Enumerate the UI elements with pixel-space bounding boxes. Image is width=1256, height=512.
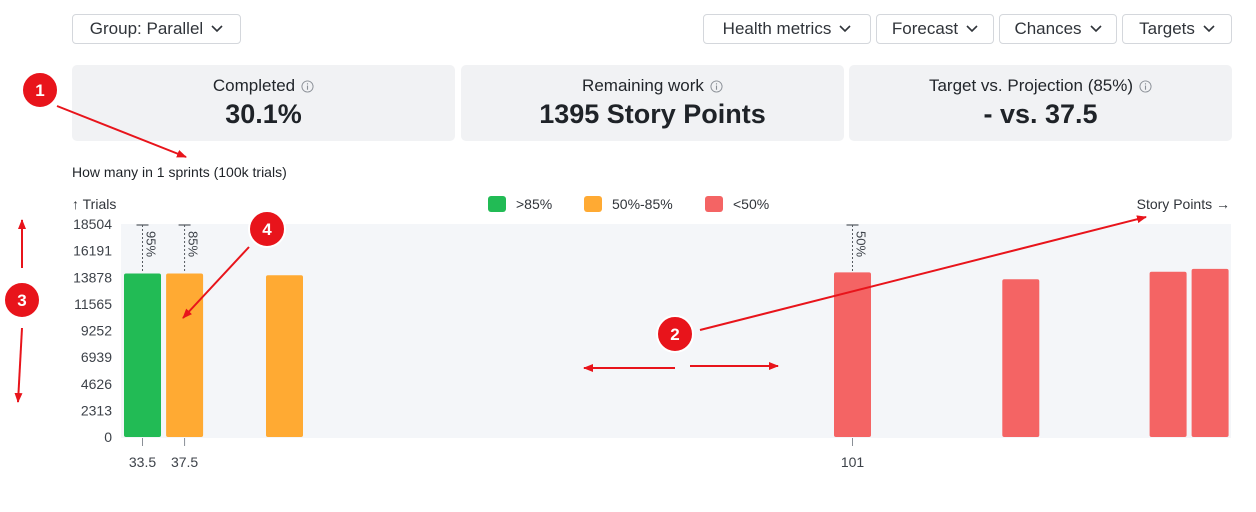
percentile-marker-label: 85% (186, 231, 201, 257)
y-tick-label: 11565 (74, 296, 112, 312)
forecast-dropdown[interactable]: Forecast (876, 14, 994, 44)
annotation-arrow (56, 105, 187, 158)
group-dropdown[interactable]: Group: Parallel (72, 14, 241, 44)
completed-card: Completed 30.1% (72, 65, 455, 141)
info-icon[interactable] (710, 79, 723, 93)
group-dropdown-label: Group: Parallel (89, 19, 204, 38)
forecast-label: Forecast (891, 19, 959, 38)
legend-high: >85% (488, 196, 552, 212)
chevron-down-icon (839, 25, 851, 33)
remaining-work-label: Remaining work (582, 76, 704, 95)
legend-swatch-low (705, 196, 723, 212)
y-tick-label: 9252 (81, 323, 112, 339)
legend-swatch-high (488, 196, 506, 212)
x-tick-label: 101 (841, 454, 865, 470)
annotation-badge (21, 71, 59, 109)
target-projection-value: - vs. 37.5 (983, 99, 1098, 129)
completed-label: Completed (212, 76, 296, 95)
annotation-badge-number: 1 (35, 81, 44, 100)
histogram-bar[interactable] (834, 272, 871, 437)
chevron-down-icon (1203, 25, 1215, 33)
chevron-down-icon (211, 25, 223, 33)
chevron-down-icon (1089, 25, 1102, 33)
targets-label: Targets (1139, 19, 1195, 38)
chances-label: Chances (1014, 19, 1082, 38)
health-metrics-label: Health metrics (722, 19, 832, 38)
legend-label-high: >85% (516, 196, 553, 212)
y-tick-label: 6939 (81, 349, 112, 365)
completed-value: 30.1% (225, 99, 302, 129)
annotation-badge-number: 3 (17, 291, 26, 310)
annotation-badge (3, 281, 41, 319)
annotation-arrow (182, 246, 250, 319)
percentile-marker-label: 95% (144, 231, 159, 257)
histogram-bar[interactable] (266, 275, 303, 437)
annotation-badge-number: 2 (670, 325, 679, 344)
x-axis-title: Story Points → (1136, 196, 1230, 212)
histogram-bar[interactable] (166, 273, 204, 438)
histogram-bar[interactable] (124, 273, 161, 438)
y-tick-label: 18504 (73, 216, 112, 232)
percentile-marker-label: 50% (854, 231, 869, 257)
remaining-work-card: Remaining work 1395 Story Points (461, 65, 844, 141)
legend-label-low: <50% (733, 196, 770, 212)
chances-dropdown[interactable]: Chances (999, 14, 1117, 44)
y-tick-label: 2313 (81, 402, 112, 418)
targets-dropdown[interactable]: Targets (1122, 14, 1232, 44)
chart-title: How many in 1 sprints (100k trials) (72, 164, 287, 180)
remaining-work-value: 1395 Story Points (539, 99, 766, 129)
legend-swatch-mid (584, 196, 602, 212)
target-projection-card: Target vs. Projection (85%) - vs. 37.5 (849, 65, 1232, 141)
legend-label-mid: 50%-85% (612, 196, 673, 212)
y-tick-label: 16191 (73, 243, 112, 259)
histogram-bar[interactable] (1149, 271, 1187, 437)
info-icon[interactable] (301, 79, 314, 93)
annotation-badge-number: 4 (262, 220, 272, 239)
y-axis-title: ↑ Trials (72, 196, 117, 212)
y-tick-label: 4626 (81, 376, 112, 392)
annotation-badge (248, 210, 286, 248)
health-metrics-dropdown[interactable]: Health metrics (703, 14, 871, 44)
annotation-arrow (14, 327, 23, 403)
legend-mid: 50%-85% (584, 196, 673, 212)
x-tick-label: 37.5 (171, 454, 198, 470)
info-icon[interactable] (1139, 79, 1152, 93)
y-tick-label: 0 (104, 429, 112, 445)
histogram-bar[interactable] (1191, 268, 1229, 437)
legend-low: <50% (705, 196, 769, 212)
chevron-down-icon (966, 25, 978, 33)
x-tick-label: 33.5 (129, 454, 156, 470)
annotation-arrow (699, 215, 1147, 331)
histogram-bar[interactable] (1002, 279, 1040, 437)
y-tick-label: 13878 (73, 269, 112, 285)
target-projection-label: Target vs. Projection (85%) (928, 76, 1134, 95)
annotation-badge (656, 315, 694, 353)
